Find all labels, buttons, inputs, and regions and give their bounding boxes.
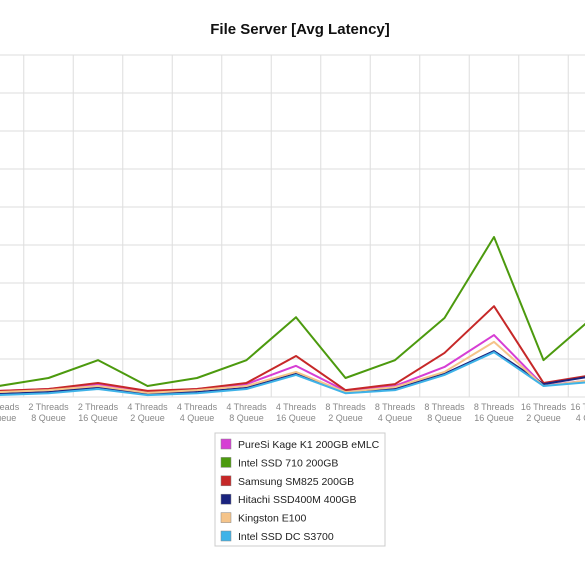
series-line xyxy=(0,351,585,397)
x-tick-label-line: 2 Queue xyxy=(130,413,165,423)
chart-title: File Server [Avg Latency] xyxy=(210,21,390,38)
legend-label: Hitachi SSD400M 400GB xyxy=(238,494,356,506)
x-tick-label-line: 4 Threads xyxy=(127,402,168,412)
x-tick-label-line: 2 Queue xyxy=(328,413,363,423)
x-tick-label-line: 4 Queue xyxy=(576,413,585,423)
x-tick-label-line: 2 Threads xyxy=(78,402,119,412)
legend-swatch xyxy=(220,457,232,468)
x-tick-label-line: 8 Queue xyxy=(31,413,66,423)
x-tick-label: 8 Threads 16 Queue xyxy=(474,402,515,423)
legend-label: Samsung SM825 200GB xyxy=(238,476,354,488)
x-tick-label-line: 16 Queue xyxy=(474,413,514,423)
x-tick-label: 4 Threads 2 Queue xyxy=(127,402,168,423)
x-tick-label-line: 4 Threads xyxy=(177,402,218,412)
series-line xyxy=(0,340,585,394)
x-tick-label-line: 16 Threads xyxy=(521,402,567,412)
x-tick-label: 2 Threads 8 Queue xyxy=(28,402,69,423)
x-tick-label: 4 Threads 4 Queue xyxy=(177,402,218,423)
series-line xyxy=(0,305,585,392)
legend-swatch xyxy=(220,438,232,450)
x-tick-label: 2 Threads 16 Queue xyxy=(78,402,119,423)
grid xyxy=(0,54,585,398)
x-tick-label-line: 8 Threads xyxy=(325,402,366,412)
plot xyxy=(0,236,585,397)
x-tick-label-line: 4 Queue xyxy=(180,413,215,423)
x-tick-label-line: 16 Threads xyxy=(570,402,585,412)
x-tick-label-line: 4 Threads xyxy=(276,402,317,412)
x-tick-label-line: 16 Queue xyxy=(276,413,316,423)
legend-swatch xyxy=(220,493,232,505)
x-tick-label-line: 16 Queue xyxy=(78,413,118,423)
x-tick-label-line: 2 Threads xyxy=(0,402,20,412)
x-tick-label-line: 8 Queue xyxy=(427,413,462,423)
legend-label: PureSi Kage K1 200GB eMLC xyxy=(238,439,380,451)
series-line xyxy=(0,334,585,394)
legend-swatch xyxy=(220,475,232,487)
x-tick-label-line: 8 Threads xyxy=(375,402,416,412)
series-line xyxy=(0,236,585,387)
x-tick-label-line: 4 Queue xyxy=(378,413,413,423)
legend: PureSi Kage K1 200GB eMLC Intel SSD 710 2… xyxy=(220,438,380,543)
legend-box xyxy=(214,432,386,547)
x-tick-label-line: 2 Threads xyxy=(28,402,69,412)
legend-label: Intel SSD 710 200GB xyxy=(238,457,338,469)
x-tick-label-line: 8 Queue xyxy=(229,413,264,423)
x-tick-label: 8 Threads 2 Queue xyxy=(325,402,366,423)
legend-swatch xyxy=(220,530,232,542)
series-line xyxy=(0,350,585,395)
x-tick-label: 4 Threads 16 Queue xyxy=(276,402,317,423)
x-tick-label-line: 4 Queue xyxy=(0,413,16,423)
x-tick-label-line: 8 Threads xyxy=(474,402,515,412)
legend-label: Intel SSD DC S3700 xyxy=(238,531,334,543)
x-tick-label: 8 Threads 4 Queue xyxy=(375,402,416,423)
x-tick-label-line: 8 Threads xyxy=(424,402,465,412)
x-tick-label: 4 Threads 8 Queue xyxy=(226,402,267,423)
x-tick-label: 8 Threads 8 Queue xyxy=(424,402,465,423)
x-tick-label: 16 Threads 2 Queue xyxy=(521,402,567,423)
legend-swatch xyxy=(220,512,232,523)
x-tick-label-line: 2 Queue xyxy=(526,413,561,423)
legend-label: Kingston E100 xyxy=(238,513,306,525)
x-tick-label-line: 4 Threads xyxy=(226,402,267,412)
